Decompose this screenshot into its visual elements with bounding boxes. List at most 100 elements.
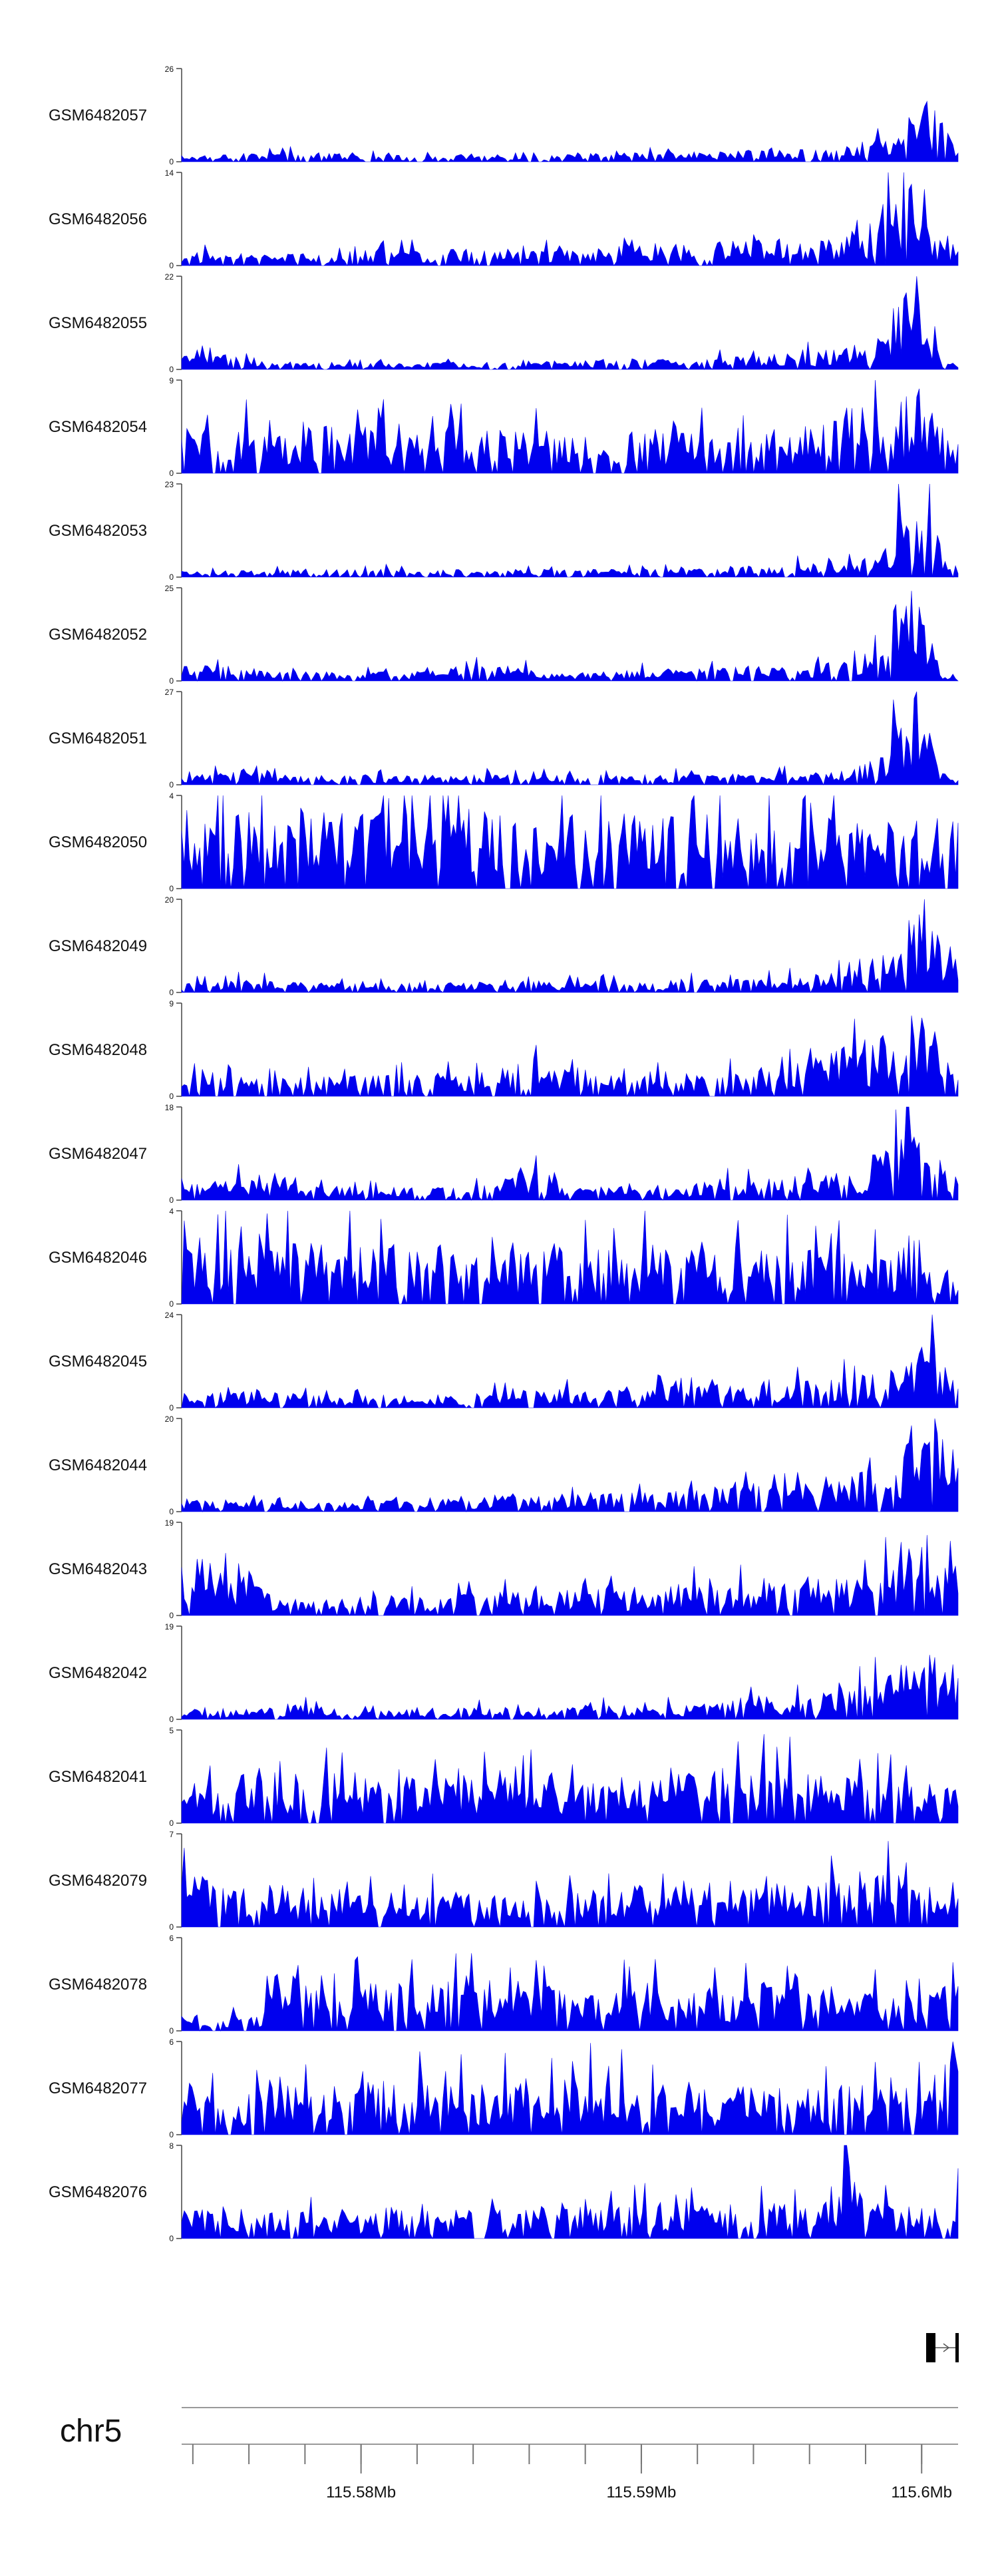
signal-area — [181, 1106, 959, 1201]
genome-coordinate-label: 115.6Mb — [891, 2483, 952, 2501]
y-tick-label-max: 9 — [169, 999, 174, 1008]
track-label: GSM6482051 — [49, 730, 147, 748]
track-label: GSM6482052 — [49, 626, 147, 644]
signal-area — [181, 691, 959, 786]
y-tick-label-zero: 0 — [169, 1403, 174, 1412]
signal-area — [181, 379, 959, 474]
y-tick-label-max: 8 — [169, 2141, 174, 2151]
signal-area — [181, 1734, 959, 1824]
signal-area — [181, 1015, 959, 1098]
y-tick-label-max: 27 — [165, 688, 174, 697]
track-GSM6482055: GSM6482055 22 0 — [49, 272, 959, 374]
track-GSM6482042: GSM6482042 19 0 — [49, 1622, 959, 1724]
track-label: GSM6482048 — [49, 1041, 147, 1059]
genome-axis: chr5 115.58Mb 115.59Mb 115.6Mb — [60, 2407, 958, 2501]
signal-area — [181, 795, 959, 889]
track-label: GSM6482041 — [49, 1768, 147, 1786]
track-GSM6482045: GSM6482045 24 0 — [49, 1311, 959, 1412]
track-GSM6482079: GSM6482079 7 0 — [49, 1830, 959, 1932]
signal-area — [181, 590, 959, 682]
signal-area — [181, 2041, 959, 2135]
y-tick-label-max: 23 — [165, 480, 174, 489]
y-tick-label-max: 19 — [165, 1518, 174, 1528]
y-tick-label-zero: 0 — [169, 572, 174, 582]
y-tick-label-zero: 0 — [169, 1299, 174, 1309]
y-tick-label-zero: 0 — [169, 676, 174, 686]
gene-strand-arrow — [943, 2343, 950, 2352]
y-tick-label-max: 6 — [169, 2038, 174, 2047]
track-label: GSM6482076 — [49, 2183, 147, 2201]
track-label: GSM6482045 — [49, 1353, 147, 1371]
y-tick-label-zero: 0 — [169, 1507, 174, 1516]
y-tick-label-zero: 0 — [169, 1715, 174, 1724]
track-label: GSM6482054 — [49, 418, 147, 436]
y-tick-label-max: 7 — [169, 1830, 174, 1839]
track-GSM6482052: GSM6482052 25 0 — [49, 584, 959, 686]
y-tick-label-max: 22 — [165, 272, 174, 282]
signal-area — [181, 1418, 959, 1513]
signal-area — [181, 172, 959, 267]
signal-area — [181, 1655, 959, 1721]
y-tick-label-max: 20 — [165, 1414, 174, 1424]
track-GSM6482041: GSM6482041 5 0 — [49, 1726, 959, 1828]
signal-area — [181, 483, 959, 578]
track-GSM6482048: GSM6482048 9 0 — [49, 999, 959, 1101]
gene-exon-block — [955, 2333, 959, 2362]
track-GSM6482049: GSM6482049 20 0 — [49, 895, 959, 997]
y-tick-label-zero: 0 — [169, 1922, 174, 1932]
track-GSM6482076: GSM6482076 8 0 — [49, 2141, 959, 2243]
y-tick-label-max: 14 — [165, 168, 174, 178]
track-GSM6482046: GSM6482046 4 0 — [49, 1207, 959, 1309]
track-label: GSM6482046 — [49, 1249, 147, 1267]
y-tick-label-max: 9 — [169, 376, 174, 385]
track-label: GSM6482077 — [49, 2079, 147, 2097]
y-tick-label-zero: 0 — [169, 1819, 174, 1828]
y-tick-label-max: 24 — [165, 1311, 174, 1320]
y-tick-label-zero: 0 — [169, 884, 174, 893]
track-GSM6482047: GSM6482047 18 0 — [49, 1103, 959, 1205]
y-tick-label-zero: 0 — [169, 1195, 174, 1205]
signal-area — [181, 1210, 959, 1305]
signal-area — [181, 1953, 959, 2032]
track-GSM6482044: GSM6482044 20 0 — [49, 1414, 959, 1516]
y-tick-label-max: 19 — [165, 1622, 174, 1631]
track-GSM6482057: GSM6482057 26 0 — [49, 65, 959, 166]
y-tick-label-zero: 0 — [169, 1092, 174, 1101]
y-tick-label-max: 5 — [169, 1726, 174, 1735]
y-tick-label-max: 6 — [169, 1934, 174, 1943]
track-GSM6482054: GSM6482054 9 0 — [49, 376, 959, 478]
signal-area — [181, 1535, 959, 1617]
y-tick-label-max: 4 — [169, 791, 174, 801]
y-tick-label-max: 25 — [165, 584, 174, 593]
track-label: GSM6482078 — [49, 1976, 147, 1994]
signal-area — [181, 899, 959, 993]
track-label: GSM6482055 — [49, 314, 147, 332]
signal-area — [181, 1314, 959, 1409]
y-tick-label-zero: 0 — [169, 365, 174, 374]
track-label: GSM6482056 — [49, 210, 147, 228]
track-label: GSM6482047 — [49, 1145, 147, 1163]
track-GSM6482053: GSM6482053 23 0 — [49, 480, 959, 582]
y-tick-label-zero: 0 — [169, 261, 174, 270]
gene-model — [926, 2333, 959, 2362]
genome-coordinate-label: 115.59Mb — [606, 2483, 676, 2501]
genome-coordinate-label: 115.58Mb — [326, 2483, 396, 2501]
track-GSM6482078: GSM6482078 6 0 — [49, 1934, 959, 2036]
y-tick-label-max: 20 — [165, 895, 174, 905]
track-label: GSM6482044 — [49, 1456, 147, 1474]
y-tick-label-zero: 0 — [169, 157, 174, 166]
gene-exon-block — [926, 2333, 935, 2362]
signal-area — [181, 1840, 959, 1928]
track-label: GSM6482057 — [49, 107, 147, 124]
track-label: GSM6482053 — [49, 522, 147, 540]
y-tick-label-zero: 0 — [169, 780, 174, 789]
y-tick-label-max: 18 — [165, 1103, 174, 1112]
track-label: GSM6482042 — [49, 1664, 147, 1682]
track-GSM6482077: GSM6482077 6 0 — [49, 2038, 959, 2139]
y-tick-label-zero: 0 — [169, 2234, 174, 2243]
track-label: GSM6482050 — [49, 833, 147, 851]
y-tick-label-zero: 0 — [169, 469, 174, 478]
y-tick-label-zero: 0 — [169, 2026, 174, 2036]
track-label: GSM6482049 — [49, 937, 147, 955]
